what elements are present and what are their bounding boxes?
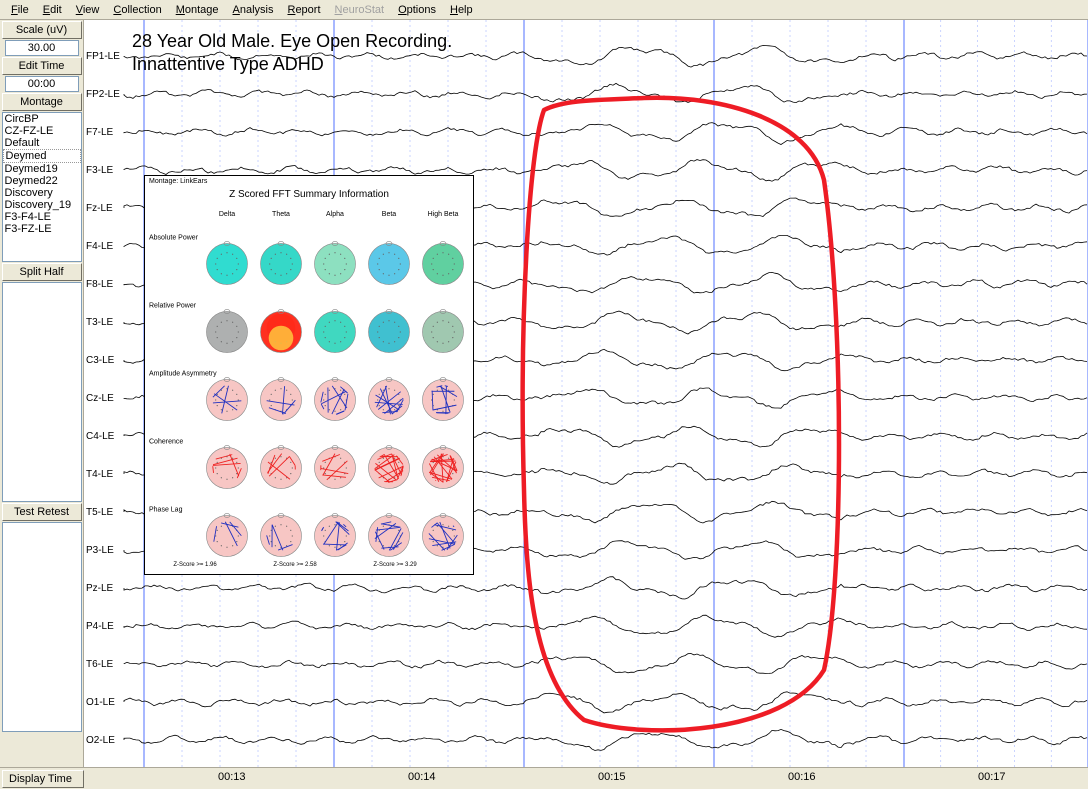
channel-label: O2-LE [86,735,122,746]
svg-text:Z-Score >= 2.58: Z-Score >= 2.58 [273,562,317,568]
montage-item[interactable]: Discovery_19 [3,199,81,211]
svg-text:High Beta: High Beta [428,211,459,218]
channel-label: T4-LE [86,469,122,480]
channel-label: FP1-LE [86,51,122,62]
test-retest-button[interactable]: Test Retest [2,503,82,521]
time-tick: 00:15 [598,771,626,783]
menu-view[interactable]: View [69,2,107,18]
time-axis: 00:13 00:14 00:15 00:16 00:17 [84,768,1088,789]
channel-label: T5-LE [86,507,122,518]
channel-label: FP2-LE [86,89,122,100]
montage-item[interactable]: Default [3,137,81,149]
fft-summary-panel: Montage: LinkEarsZ Scored FFT Summary In… [144,175,474,575]
time-tick: 00:16 [788,771,816,783]
channel-label: P3-LE [86,545,122,556]
montage-item[interactable]: Deymed19 [3,163,81,175]
display-time-button[interactable]: Display Time [2,770,84,788]
svg-text:Theta: Theta [272,211,290,218]
montage-item[interactable]: Deymed22 [3,175,81,187]
menu-file[interactable]: File [4,2,36,18]
svg-text:Coherence: Coherence [149,438,183,445]
channel-label: F8-LE [86,279,122,290]
menu-options[interactable]: Options [391,2,443,18]
edit-time-button[interactable]: Edit Time [2,57,82,75]
channel-label: F4-LE [86,241,122,252]
montage-item[interactable]: Discovery [3,187,81,199]
channel-label: C3-LE [86,355,122,366]
channel-label: Pz-LE [86,583,122,594]
montage-item[interactable]: F3-FZ-LE [3,223,81,235]
test-retest-list [2,522,82,732]
recording-title: 28 Year Old Male. Eye Open Recording.Inn… [132,30,452,75]
eeg-canvas: FP1-LE FP2-LE F7-LE F3-LE Fz-LE F4-LE F8-LE T3-… [84,20,1088,767]
time-tick: 00:13 [218,771,246,783]
bottom-bar: Display Time 00:13 00:14 00:15 00:16 00:17 [0,767,1088,789]
montage-list[interactable]: CircBPCZ-FZ-LEDefaultDeymedDeymed19Deyme… [2,112,82,262]
time-tick: 00:14 [408,771,436,783]
menu-report[interactable]: Report [280,2,327,18]
split-half-button[interactable]: Split Half [2,263,82,281]
menu-edit[interactable]: Edit [36,2,69,18]
time-tick: 00:17 [978,771,1006,783]
svg-text:Phase Lag: Phase Lag [149,506,183,513]
menu-collection[interactable]: Collection [106,2,168,18]
channel-label: Fz-LE [86,203,122,214]
edit-time-input[interactable] [5,76,79,92]
channel-label: F3-LE [86,165,122,176]
svg-text:Beta: Beta [382,211,397,218]
channel-label: P4-LE [86,621,122,632]
montage-item[interactable]: CircBP [3,113,81,125]
menu-montage[interactable]: Montage [169,2,226,18]
montage-button[interactable]: Montage [2,93,82,111]
svg-text:Alpha: Alpha [326,211,344,218]
channel-label: O1-LE [86,697,122,708]
left-panel: Scale (uV) Edit Time Montage CircBPCZ-FZ… [0,20,84,789]
channel-label: T3-LE [86,317,122,328]
channel-label: F7-LE [86,127,122,138]
svg-text:Z-Score >= 1.96: Z-Score >= 1.96 [173,562,217,568]
montage-item[interactable]: F3-F4-LE [3,211,81,223]
channel-label: C4-LE [86,431,122,442]
montage-item[interactable]: CZ-FZ-LE [3,125,81,137]
channel-label: Cz-LE [86,393,122,404]
scale-button[interactable]: Scale (uV) [2,21,82,39]
svg-text:Amplitude Asymmetry: Amplitude Asymmetry [149,370,217,377]
menu-analysis[interactable]: Analysis [226,2,281,18]
menu-neurostat: NeuroStat [328,2,392,18]
scale-input[interactable] [5,40,79,56]
channel-label: T6-LE [86,659,122,670]
menu-help[interactable]: Help [443,2,480,18]
svg-text:Delta: Delta [219,211,235,218]
split-half-list [2,282,82,502]
svg-text:Z-Score >= 3.29: Z-Score >= 3.29 [373,562,417,568]
svg-text:Absolute Power: Absolute Power [149,234,199,241]
menubar: FileEditViewCollectionMontageAnalysisRep… [0,0,1088,20]
montage-item[interactable]: Deymed [3,149,81,163]
svg-text:Relative Power: Relative Power [149,302,197,309]
